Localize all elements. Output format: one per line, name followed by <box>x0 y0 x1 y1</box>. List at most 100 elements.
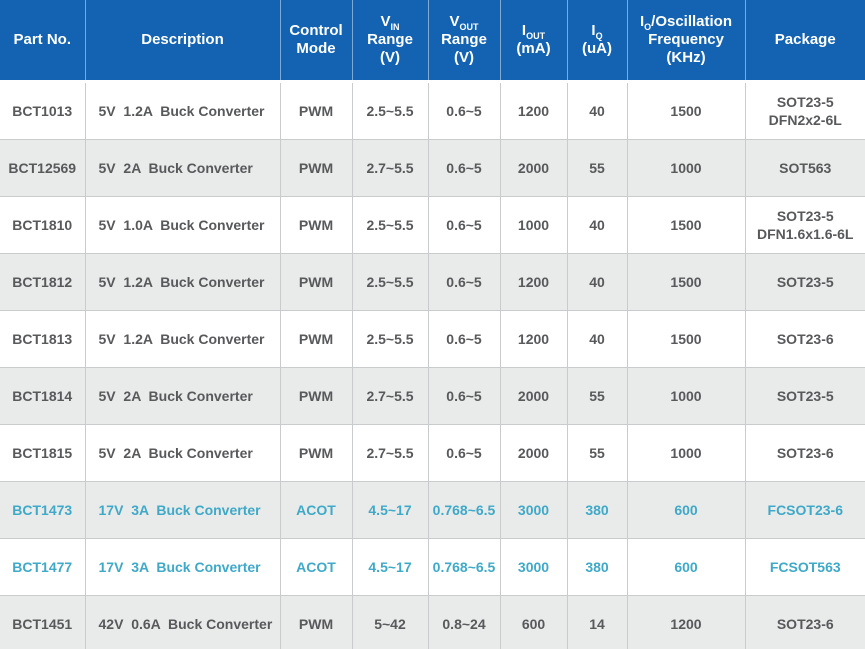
cell-package: SOT563 <box>745 139 865 197</box>
cell-iout: 3000 <box>500 538 568 596</box>
cell-iq: 14 <box>567 595 628 649</box>
cell-package: SOT23-5 <box>745 253 865 311</box>
cell-description: 17V 3A Buck Converter <box>85 481 281 539</box>
cell-part_no: BCT1815 <box>0 424 86 482</box>
cell-vout_range: 0.6~5 <box>428 424 501 482</box>
cell-part_no: BCT1812 <box>0 253 86 311</box>
cell-part_no: BCT1810 <box>0 196 86 254</box>
cell-part_no: BCT1477 <box>0 538 86 596</box>
cell-part_no: BCT1473 <box>0 481 86 539</box>
column-header-iq: IQ (uA) <box>567 0 628 83</box>
table-header: Part No. Description Control Mode VIN Range (V… <box>0 0 865 83</box>
cell-control_mode: PWM <box>280 81 353 140</box>
cell-vin_range: 4.5~17 <box>352 538 429 596</box>
cell-control_mode: PWM <box>280 196 353 254</box>
column-header-vin_range: VIN Range (V) <box>352 0 429 83</box>
column-header-iout: IOUT (mA) <box>500 0 568 83</box>
cell-iout: 1200 <box>500 81 568 140</box>
cell-iout: 600 <box>500 595 568 649</box>
cell-control_mode: PWM <box>280 253 353 311</box>
table-row: BCT1013 5V 1.2A Buck Converter PWM 2.5~5.5 0… <box>0 81 865 140</box>
cell-package: SOT23-6 <box>776 615 834 632</box>
cell-iout: 1000 <box>500 196 568 254</box>
cell-description: 42V 0.6A Buck Converter <box>85 595 281 649</box>
cell-package: SOT23-6 <box>745 424 865 482</box>
header-row: Part No. Description Control Mode VIN Range (V… <box>0 0 865 83</box>
cell-part_no: BCT1814 <box>0 367 86 425</box>
cell-description: 5V 2A Buck Converter <box>85 367 281 425</box>
cell-freq: 1500 <box>627 196 746 254</box>
cell-freq: 1200 <box>627 595 746 649</box>
cell-package: SOT23-5 <box>745 367 865 425</box>
cell-freq: 600 <box>627 538 746 596</box>
column-header-part_no: Part No. <box>0 0 86 83</box>
cell-vin_range: 2.7~5.5 <box>352 367 429 425</box>
cell-freq: 1000 <box>627 367 746 425</box>
cell-part_no: BCT1013 <box>0 81 86 140</box>
cell-vin_range: 2.7~5.5 <box>352 424 429 482</box>
cell-vin_range: 2.7~5.5 <box>352 139 429 197</box>
table-row: BCT1813 5V 1.2A Buck Converter PWM 2.5~5.5 0… <box>0 310 865 368</box>
cell-description: 5V 2A Buck Converter <box>85 424 281 482</box>
cell-vout_range: 0.6~5 <box>428 196 501 254</box>
cell-vout_range: 0.6~5 <box>428 139 501 197</box>
cell-iout: 2000 <box>500 424 568 482</box>
cell-description: 5V 2A Buck Converter <box>85 139 281 197</box>
cell-iq: 40 <box>567 253 628 311</box>
cell-iq: 55 <box>567 424 628 482</box>
cell-control_mode: ACOT <box>280 481 353 539</box>
cell-freq: 1500 <box>627 81 746 140</box>
cell-freq: 600 <box>627 481 746 539</box>
cell-description: 5V 1.0A Buck Converter <box>85 196 281 254</box>
cell-iout: 2000 <box>500 139 568 197</box>
table-row: BCT12569 5V 2A Buck Converter PWM 2.7~5.5 0.… <box>0 139 865 197</box>
cell-iq: 40 <box>567 196 628 254</box>
cell-package: FCSOT563 <box>745 538 865 596</box>
cell-package: SOT23-5 DFN2x2-6L <box>745 81 865 140</box>
table-row: BCT1473 17V 3A Buck Converter ACOT 4.5~17 0.… <box>0 481 865 539</box>
cell-description: 5V 1.2A Buck Converter <box>85 253 281 311</box>
cell-vout_range: 0.768~6.5 <box>428 538 501 596</box>
cell-vout_range: 0.768~6.5 <box>428 481 501 539</box>
cell-package: FCSOT23-6 <box>745 481 865 539</box>
cell-iout: 2000 <box>500 367 568 425</box>
cell-iq: 380 <box>567 481 628 539</box>
cell-iout: 1200 <box>500 310 568 368</box>
cell-iq: 55 <box>567 139 628 197</box>
cell-iq: 40 <box>567 81 628 140</box>
table-row: BCT1810 5V 1.0A Buck Converter PWM 2.5~5.5 0… <box>0 196 865 254</box>
cell-part_no: BCT12569 <box>0 139 86 197</box>
cell-vin_range: 2.5~5.5 <box>352 81 429 140</box>
table-row: BCT1812 5V 1.2A Buck Converter PWM 2.5~5.5 0… <box>0 253 865 311</box>
cell-control_mode: PWM <box>280 424 353 482</box>
cell-description: 17V 3A Buck Converter <box>85 538 281 596</box>
cell-iq: 55 <box>567 367 628 425</box>
cell-vin_range: 4.5~17 <box>352 481 429 539</box>
cell-description: 5V 1.2A Buck Converter <box>85 81 281 140</box>
table-body: BCT1013 5V 1.2A Buck Converter PWM 2.5~5.5 0… <box>0 81 865 649</box>
cell-vout_range: 0.6~5 <box>428 81 501 140</box>
cell-control_mode: PWM <box>280 139 353 197</box>
cell-part_no: BCT1451 <box>0 595 86 649</box>
column-header-freq: IO/Oscillation Frequency (KHz) <box>627 0 746 83</box>
cell-vin_range: 2.5~5.5 <box>352 253 429 311</box>
cell-control_mode: ACOT <box>280 538 353 596</box>
cell-freq: 1000 <box>627 139 746 197</box>
table-row: BCT1451 42V 0.6A Buck Converter PWM 5~42 0.8… <box>0 595 865 649</box>
cell-vout_range: 0.6~5 <box>428 253 501 311</box>
column-header-control_mode: Control Mode <box>280 0 353 83</box>
cell-iq: 40 <box>567 310 628 368</box>
column-header-package: Package <box>745 0 865 83</box>
column-header-vout_range: VOUT Range (V) <box>428 0 501 83</box>
cell-iout: 3000 <box>500 481 568 539</box>
cell-control_mode: PWM <box>280 595 353 649</box>
cell-vin_range: 2.5~5.5 <box>352 310 429 368</box>
cell-freq: 1500 <box>627 310 746 368</box>
cell-package: SOT23-5 DFN1.6x1.6-6L <box>745 196 865 254</box>
cell-control_mode: PWM <box>280 367 353 425</box>
cell-control_mode: PWM <box>280 310 353 368</box>
cell-vin_range: 2.5~5.5 <box>352 196 429 254</box>
cell-vout_range: 0.8~24 <box>428 595 501 649</box>
